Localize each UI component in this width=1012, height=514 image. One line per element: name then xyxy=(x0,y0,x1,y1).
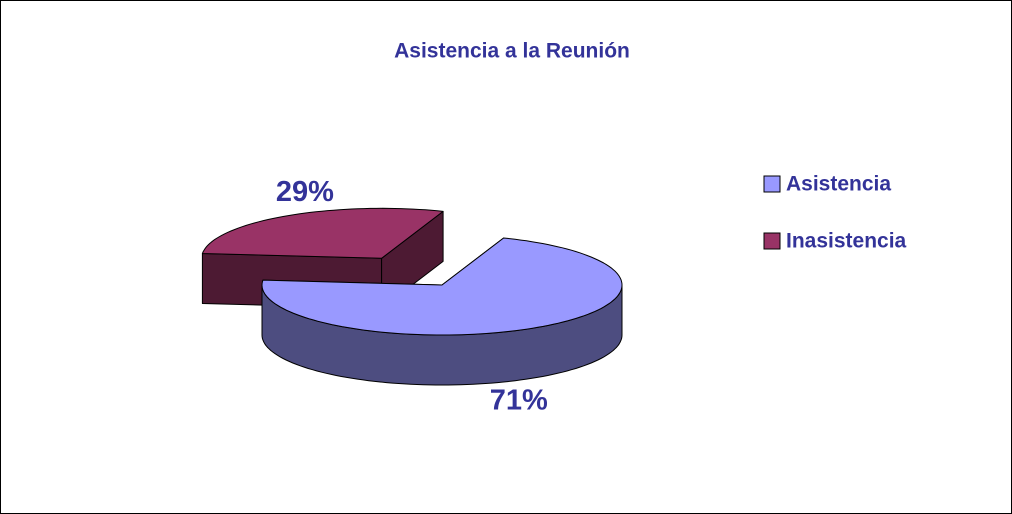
legend-label: Inasistencia xyxy=(786,230,907,253)
slice xyxy=(261,237,623,336)
legend-swatch xyxy=(763,232,781,250)
chart-title: Asistencia a la Reunión xyxy=(394,40,630,63)
slice xyxy=(201,207,444,259)
legend-swatch xyxy=(763,175,781,193)
data-label: 29% xyxy=(276,176,334,208)
legend-label: Asistencia xyxy=(786,173,891,196)
data-label: 71% xyxy=(490,385,548,417)
